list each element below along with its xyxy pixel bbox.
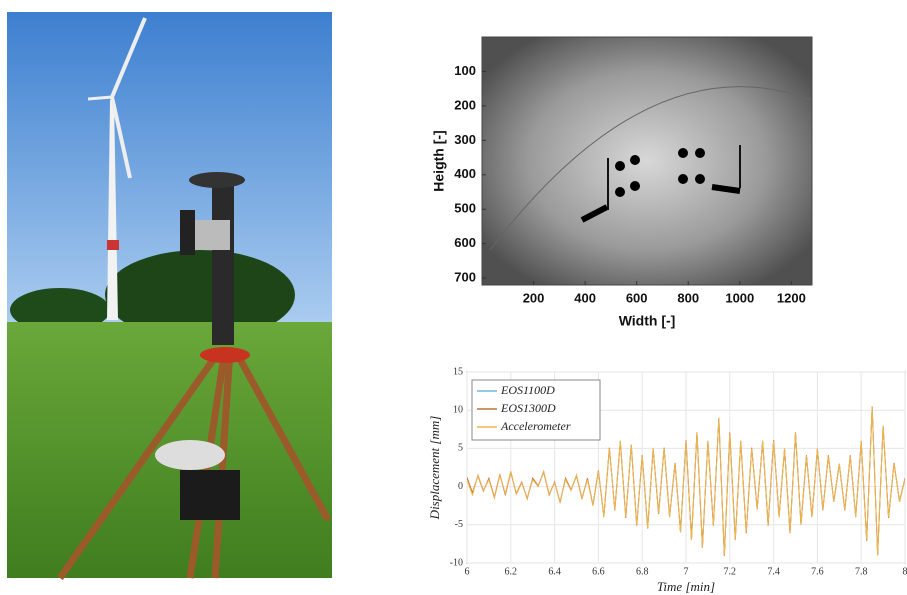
- x-axis-label: Time [min]: [657, 579, 715, 594]
- photo: [7, 12, 332, 581]
- x-axis-label: Width [-]: [619, 313, 676, 329]
- y-tick-label: 300: [454, 132, 476, 147]
- y-tick-label: 10: [453, 404, 463, 415]
- legend-box: [471, 379, 601, 441]
- x-tick-label: 7.4: [767, 566, 780, 577]
- series-line: [467, 406, 905, 556]
- y-tick-label: 700: [454, 270, 476, 285]
- x-tick-label: 8: [903, 566, 907, 577]
- y-axis-label: Displacement [mm]: [427, 416, 442, 521]
- y-tick-label: 600: [454, 235, 476, 250]
- y-tick-label: 500: [454, 201, 476, 216]
- x-tick-label: 600: [626, 290, 648, 305]
- legend-label: Accelerometer: [500, 419, 571, 433]
- x-tick-label: 1200: [777, 290, 806, 305]
- y-tick-label: -10: [450, 557, 463, 568]
- x-tick-label: 7.2: [724, 566, 737, 577]
- x-tick-label: 6: [465, 566, 470, 577]
- y-tick-label: 400: [454, 166, 476, 181]
- x-tick-label: 800: [677, 290, 699, 305]
- y-tick-label: 0: [458, 481, 463, 492]
- y-tick-label: 15: [453, 366, 463, 377]
- y-tick-label: 5: [458, 443, 463, 454]
- legend-label: EOS1100D: [500, 383, 555, 397]
- x-tick-label: 400: [574, 290, 596, 305]
- x-tick-label: 200: [523, 290, 545, 305]
- x-tick-label: 1000: [725, 290, 754, 305]
- camera-image: [481, 36, 813, 286]
- y-tick-label: -5: [455, 519, 463, 530]
- x-tick-label: 6.8: [636, 566, 649, 577]
- x-tick-label: 6.4: [548, 566, 561, 577]
- x-tick-label: 7.8: [855, 566, 868, 577]
- x-tick-label: 6.2: [505, 566, 518, 577]
- y-tick-label: 200: [454, 97, 476, 112]
- y-tick-label: 100: [454, 63, 476, 78]
- x-tick-label: 6.6: [592, 566, 605, 577]
- y-axis-label: Heigth [-]: [431, 130, 447, 191]
- x-tick-label: 7.6: [811, 566, 824, 577]
- x-tick-label: 7: [684, 566, 689, 577]
- legend-label: EOS1300D: [500, 401, 556, 415]
